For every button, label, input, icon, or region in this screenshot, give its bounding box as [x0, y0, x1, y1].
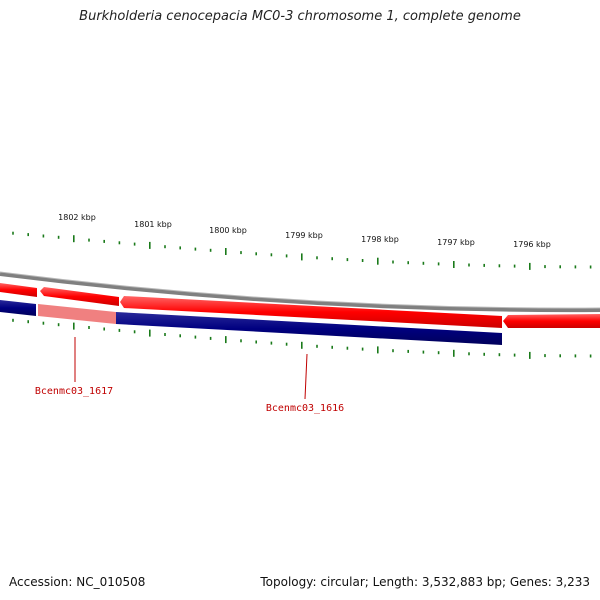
forward-gene-3 [120, 296, 502, 328]
accession-text: Accession: NC_010508 [9, 575, 146, 589]
reverse-gene-2 [116, 312, 502, 345]
forward-gene-2 [40, 287, 119, 306]
kbp-label-1800: 1800 kbp [209, 226, 247, 235]
outer-tick-marks [12, 231, 592, 270]
kbp-label-1801: 1801 kbp [134, 220, 172, 229]
gene-label-leader-1616 [304, 353, 308, 400]
reverse-gene-highlighted [38, 304, 116, 324]
kbp-label-1802: 1802 kbp [58, 213, 96, 222]
backbone-ring-highlight [0, 271, 600, 309]
kbp-label-1797: 1797 kbp [437, 238, 475, 247]
topology-summary: Topology: circular; Length: 3,532,883 bp… [260, 575, 590, 589]
forward-gene-1 [0, 283, 37, 297]
gene-label-bcenmc03-1616: Bcenmc03_1616 [266, 403, 344, 414]
kbp-label-1799: 1799 kbp [285, 231, 323, 240]
backbone-ring [0, 272, 600, 313]
forward-gene-4 [503, 314, 600, 328]
reverse-gene-1 [0, 300, 36, 316]
kbp-label-1796: 1796 kbp [513, 240, 551, 249]
inner-tick-marks [12, 318, 592, 359]
kbp-label-1798: 1798 kbp [361, 235, 399, 244]
map-title: Burkholderia cenocepacia MC0-3 chromosom… [79, 9, 521, 24]
gene-label-bcenmc03-1617: Bcenmc03_1617 [35, 386, 113, 397]
